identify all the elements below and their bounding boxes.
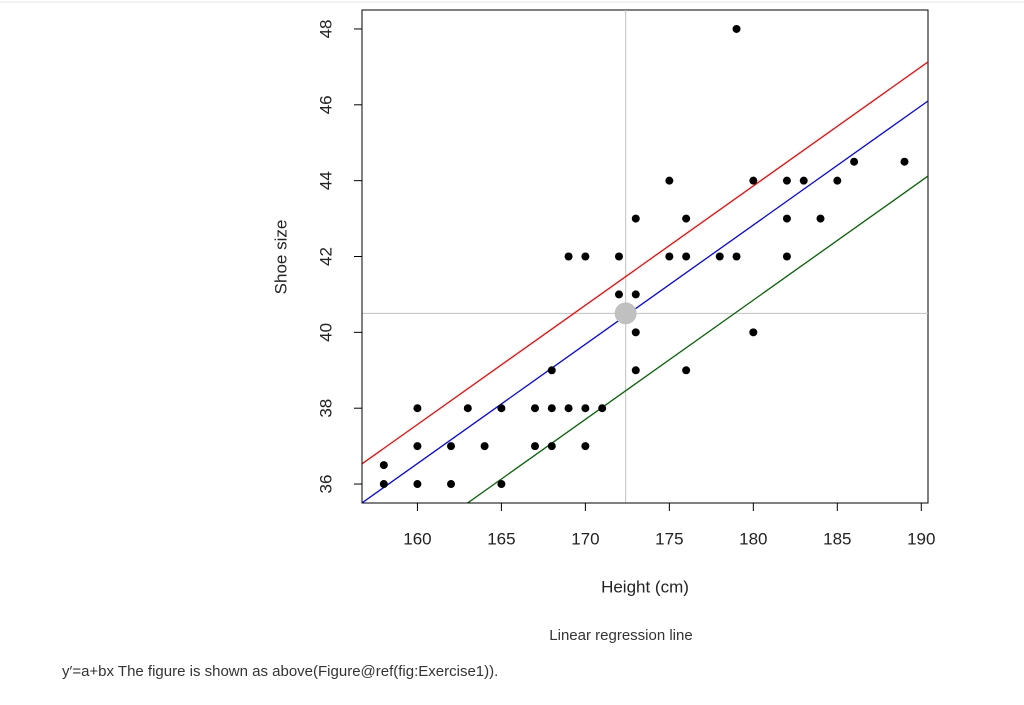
data-point [379, 480, 388, 489]
data-point [665, 176, 674, 185]
x-tick-label: 190 [907, 529, 935, 548]
data-point [463, 404, 472, 413]
data-point [900, 157, 909, 166]
x-tick-label: 170 [571, 529, 599, 548]
plot-layer [362, 10, 928, 503]
data-point [581, 404, 590, 413]
data-point [782, 176, 791, 185]
data-point [413, 480, 422, 489]
data-point [749, 328, 758, 337]
data-point [547, 404, 556, 413]
y-tick-label: 36 [316, 475, 335, 494]
data-point [480, 442, 489, 451]
mean-point [614, 302, 637, 325]
data-point [749, 176, 758, 185]
data-point [530, 404, 539, 413]
data-point [447, 442, 456, 451]
data-point [598, 404, 607, 413]
data-point [564, 404, 573, 413]
data-point [413, 404, 422, 413]
data-point [547, 442, 556, 451]
regression-line [466, 175, 928, 503]
y-tick-label: 48 [316, 20, 335, 39]
data-point [732, 24, 741, 33]
data-point [850, 157, 859, 166]
data-point [614, 290, 623, 299]
x-tick-label: 180 [739, 529, 767, 548]
data-point [816, 214, 825, 223]
data-point [682, 214, 691, 223]
data-point [715, 252, 724, 261]
y-tick-label: 44 [316, 171, 335, 190]
data-point [799, 176, 808, 185]
data-point [581, 442, 590, 451]
data-point [782, 214, 791, 223]
data-point [631, 290, 640, 299]
data-point [614, 252, 623, 261]
y-tick-label: 42 [316, 247, 335, 266]
y-tick-label: 46 [316, 95, 335, 114]
data-point [631, 328, 640, 337]
data-point [379, 461, 388, 470]
data-point [631, 214, 640, 223]
data-point [732, 252, 741, 261]
data-point [497, 480, 506, 489]
regression-line [362, 61, 928, 465]
data-point [497, 404, 506, 413]
y-tick-label: 40 [316, 323, 335, 342]
body-text: y′=a+bx The figure is shown as above(Fig… [62, 663, 498, 680]
plot-box [361, 9, 929, 504]
data-point [547, 366, 556, 375]
data-point [665, 252, 674, 261]
data-point [682, 252, 691, 261]
x-tick-label: 165 [487, 529, 515, 548]
data-point [581, 252, 590, 261]
y-tick-label: 38 [316, 399, 335, 418]
data-point [782, 252, 791, 261]
y-axis-label: Shoe size [271, 220, 290, 295]
data-point [564, 252, 573, 261]
data-point [682, 366, 691, 375]
x-axis-label: Height (cm) [601, 577, 689, 596]
data-point [447, 480, 456, 489]
data-point [530, 442, 539, 451]
x-tick-label: 185 [823, 529, 851, 548]
regression-line [362, 100, 928, 503]
figure-caption: Linear regression line [549, 627, 692, 644]
data-point [631, 366, 640, 375]
x-tick-label: 175 [655, 529, 683, 548]
x-tick-label: 160 [403, 529, 431, 548]
data-point [833, 176, 842, 185]
data-point [413, 442, 422, 451]
